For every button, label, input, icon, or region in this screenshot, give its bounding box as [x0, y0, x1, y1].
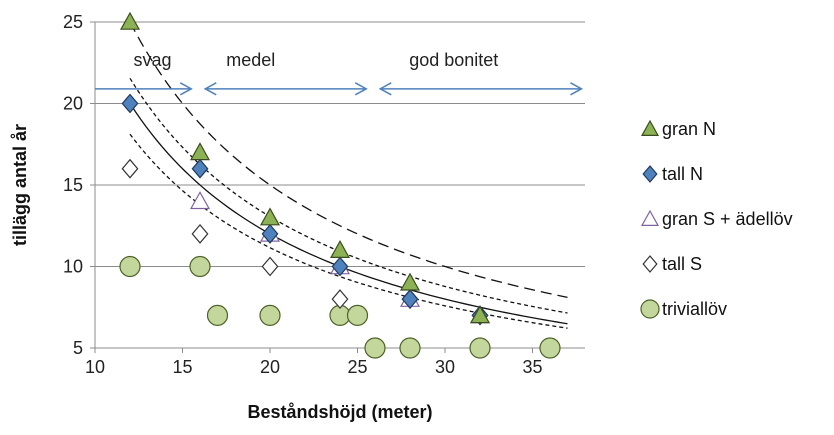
point-gran-n-4	[329, 239, 351, 258]
x-tick-label-10: 10	[85, 357, 105, 377]
x-tick-label-25: 25	[347, 357, 367, 377]
y-tick-label-15: 15	[63, 175, 83, 195]
point-triviall-v-4	[259, 304, 281, 326]
trendline-2	[129, 103, 568, 325]
point-triviall-v-8	[399, 337, 421, 359]
arrow-head-start-2	[203, 82, 217, 96]
point-gran-s-dell-v-1	[189, 191, 211, 210]
point-triviall-v-6	[346, 304, 369, 326]
point-triviall-v-2	[189, 255, 211, 278]
point-tall-s-3	[261, 256, 279, 277]
point-triviall-v-9	[469, 337, 491, 359]
trendlines	[129, 21, 568, 329]
x-tick-label-30: 30	[435, 357, 455, 377]
point-tall-s-4	[331, 289, 349, 310]
point-tall-n-5	[401, 289, 419, 310]
point-triviall-v-7	[364, 337, 386, 359]
legend-marker-gran-s-dell-v	[640, 209, 660, 226]
legend-label-triviall-v: triviallöv	[662, 299, 727, 319]
legend-label-gran-n: gran N	[662, 119, 716, 139]
arrow-head-end-2	[354, 82, 368, 96]
y-tick-label-5: 5	[73, 338, 83, 358]
annotation-3: god bonitet	[409, 50, 498, 70]
arrow-head-end-1	[179, 82, 193, 96]
point-gran-n-2	[189, 142, 211, 161]
y-tick-label-20: 20	[63, 94, 83, 114]
point-tall-n-3	[261, 223, 279, 244]
legend-marker-gran-n	[640, 119, 660, 136]
point-tall-n-4	[331, 256, 349, 277]
legend-label-tall-s: tall S	[662, 254, 702, 274]
point-gran-n-3	[259, 207, 281, 226]
y-tick-labels: 5 10 15 20 25	[63, 12, 83, 358]
point-triviall-v-3	[206, 304, 229, 326]
point-tall-n-2	[191, 158, 209, 179]
point-gran-n-5	[399, 272, 421, 291]
data-points	[119, 11, 561, 359]
arrow-head-end-3	[570, 82, 584, 96]
legend-marker-tall-n	[642, 165, 658, 183]
annotations: svag medel god bonitet	[134, 50, 499, 70]
y-tick-label-10: 10	[63, 257, 83, 277]
annotation-1: svag	[134, 50, 172, 70]
y-tick-label-25: 25	[63, 12, 83, 32]
x-tick-labels: 10 15 20 25 30 35	[85, 357, 543, 377]
x-tick-label-35: 35	[522, 357, 542, 377]
trendline-3	[129, 77, 568, 314]
point-gran-n-1	[119, 11, 141, 30]
x-tick-label-20: 20	[260, 357, 280, 377]
trendline-4	[129, 133, 568, 329]
x-axis-title: Beståndshöjd (meter)	[247, 402, 432, 422]
trendline-1	[129, 21, 568, 298]
annotation-2: medel	[226, 50, 275, 70]
legend-label-gran-s-dell-v: gran S + ädellöv	[662, 209, 793, 229]
point-tall-s-1	[121, 158, 139, 179]
arrow-head-start-3	[378, 82, 392, 96]
legend-marker-triviall-v	[640, 299, 660, 319]
point-triviall-v-1	[119, 255, 141, 278]
legend: gran N tall N gran S + ädellöv tall S trivia…	[640, 119, 793, 319]
legend-label-tall-n: tall N	[662, 164, 703, 184]
x-tick-label-15: 15	[172, 357, 192, 377]
point-triviall-v-10	[539, 337, 561, 359]
bonitet-arrows	[95, 82, 584, 96]
point-tall-s-2	[191, 223, 209, 244]
point-tall-n-1	[121, 93, 139, 114]
point-gran-n-6	[469, 305, 491, 324]
legend-marker-tall-s	[642, 255, 658, 273]
plot-frame	[90, 21, 585, 353]
y-axis-title: tillägg antal år	[10, 124, 30, 246]
